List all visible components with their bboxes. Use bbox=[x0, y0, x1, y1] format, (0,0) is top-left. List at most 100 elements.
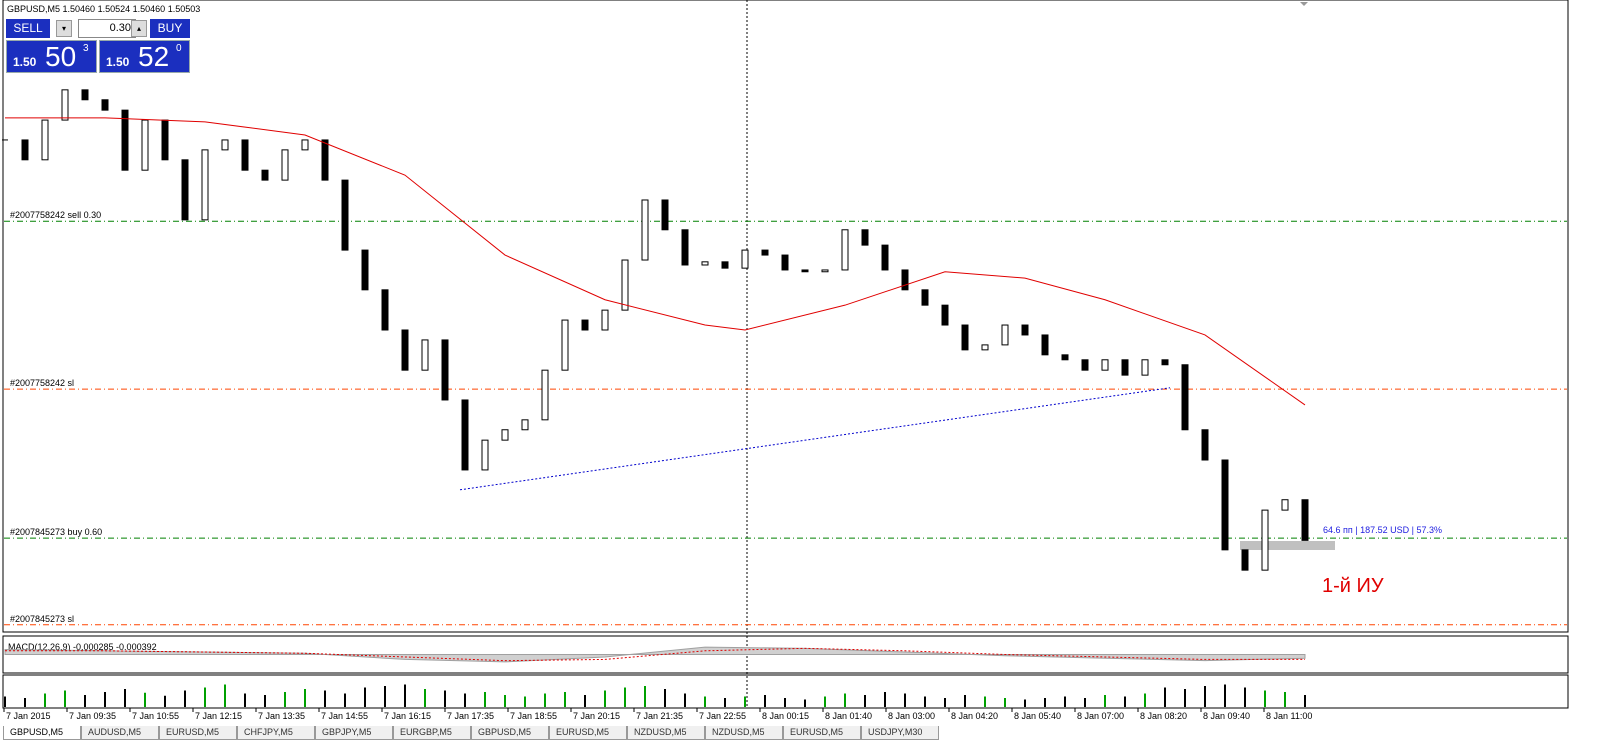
candle bbox=[821, 269, 829, 273]
candle bbox=[541, 369, 549, 421]
volume-bar bbox=[464, 693, 466, 707]
bid-marker bbox=[1240, 541, 1335, 550]
time-label: 8 Jan 07:00 bbox=[1077, 711, 1124, 721]
candle bbox=[681, 229, 689, 266]
candle bbox=[741, 249, 749, 269]
candle bbox=[121, 109, 129, 171]
tab[interactable]: USDJPY,M30 bbox=[861, 726, 939, 740]
lot-up[interactable]: ▴ bbox=[131, 20, 147, 37]
time-label: 7 Jan 14:55 bbox=[321, 711, 368, 721]
tab[interactable]: GBPUSD,M5 bbox=[471, 726, 549, 740]
candle bbox=[1101, 359, 1109, 371]
tab[interactable]: NZDUSD,M5 bbox=[705, 726, 783, 740]
candle bbox=[341, 179, 349, 251]
sell-button[interactable]: SELL bbox=[6, 19, 50, 38]
candle bbox=[621, 259, 629, 311]
volume-bar bbox=[584, 695, 586, 707]
candle bbox=[881, 244, 889, 271]
candle bbox=[981, 344, 989, 351]
volume-bar bbox=[864, 695, 866, 707]
volume-bar bbox=[1224, 684, 1226, 707]
volume-bar bbox=[884, 692, 886, 707]
candle bbox=[1141, 359, 1149, 376]
volume-bar bbox=[1084, 698, 1086, 707]
volume-bar bbox=[1024, 699, 1026, 707]
volume-bar bbox=[104, 692, 106, 707]
candle bbox=[561, 319, 569, 371]
time-label: 7 Jan 13:35 bbox=[258, 711, 305, 721]
candle bbox=[41, 119, 49, 161]
open: 1.50460 bbox=[63, 4, 96, 14]
main-pane bbox=[2, 0, 1569, 633]
tab[interactable]: NZDUSD,M5 bbox=[627, 726, 705, 740]
candle bbox=[481, 439, 489, 471]
volume-bar bbox=[4, 696, 6, 707]
moving-average bbox=[5, 117, 1306, 406]
trendline bbox=[459, 387, 1171, 491]
chart: GBPUSD,M5 1.50460 1.50524 1.50460 1.5050… bbox=[2, 0, 1569, 721]
tab[interactable]: AUDUSD,M5 bbox=[81, 726, 159, 740]
price-sup: 0 bbox=[176, 43, 182, 54]
candle bbox=[361, 249, 369, 291]
candle bbox=[81, 89, 89, 101]
tab[interactable]: EURUSD,M5 bbox=[549, 726, 627, 740]
volume-bar bbox=[564, 692, 566, 707]
buy-price[interactable]: 1.50 52 0 bbox=[99, 40, 190, 73]
volume-bar bbox=[264, 695, 266, 707]
candle bbox=[101, 99, 109, 111]
volume-bar bbox=[64, 690, 66, 707]
tab[interactable]: EURGBP,M5 bbox=[393, 726, 471, 740]
candle bbox=[21, 139, 29, 161]
time-label: 8 Jan 09:40 bbox=[1203, 711, 1250, 721]
tab[interactable]: GBPJPY,M5 bbox=[315, 726, 393, 740]
candle bbox=[781, 254, 789, 271]
candle bbox=[1281, 499, 1289, 511]
candle bbox=[141, 119, 149, 171]
buy-button[interactable]: BUY bbox=[150, 19, 190, 38]
tab[interactable]: GBPUSD,M5 bbox=[3, 726, 81, 740]
volume-bar bbox=[804, 699, 806, 707]
volume-bar bbox=[744, 696, 746, 707]
volume-bar bbox=[1124, 696, 1126, 707]
candle bbox=[761, 249, 769, 256]
time-label: 7 Jan 10:55 bbox=[132, 711, 179, 721]
time-label: 8 Jan 08:20 bbox=[1140, 711, 1187, 721]
time-label: 8 Jan 00:15 bbox=[762, 711, 809, 721]
header-symbol: GBPUSD,M5 1.50460 1.50524 1.50460 1.5050… bbox=[7, 4, 200, 14]
volume-bar bbox=[764, 695, 766, 707]
candle bbox=[961, 324, 969, 351]
tab[interactable]: CHFJPY,M5 bbox=[237, 726, 315, 740]
candle bbox=[1001, 324, 1009, 346]
candle bbox=[241, 139, 249, 171]
lot-down[interactable]: ▾ bbox=[56, 20, 72, 37]
volume-bar bbox=[1184, 689, 1186, 707]
candle bbox=[301, 139, 309, 151]
candle bbox=[1241, 549, 1249, 571]
time-label: 7 Jan 12:15 bbox=[195, 711, 242, 721]
candle bbox=[201, 149, 209, 221]
macd-main bbox=[4, 646, 1306, 663]
price-big: 52 bbox=[138, 41, 170, 72]
volume-bar bbox=[1264, 690, 1266, 707]
volume-bar bbox=[944, 698, 946, 707]
lot-input[interactable]: 0.30 bbox=[78, 19, 136, 38]
candle bbox=[461, 399, 469, 471]
tab[interactable]: EURUSD,M5 bbox=[159, 726, 237, 740]
volume-bar bbox=[1004, 698, 1006, 707]
volume-bar bbox=[684, 693, 686, 707]
volume-bar bbox=[704, 696, 706, 707]
time-label: 8 Jan 03:00 bbox=[888, 711, 935, 721]
time-label: 7 Jan 09:35 bbox=[69, 711, 116, 721]
volume-bar bbox=[524, 696, 526, 707]
volume-bar bbox=[144, 692, 146, 707]
low: 1.50460 bbox=[133, 4, 166, 14]
price-prefix: 1.50 bbox=[13, 55, 37, 69]
sell-price[interactable]: 1.50 50 3 bbox=[6, 40, 97, 73]
volume-bar bbox=[1244, 687, 1246, 707]
candle bbox=[1201, 429, 1209, 461]
macd-label: MACD(12,26,9) -0.000285 -0.000392 bbox=[8, 642, 157, 652]
candle bbox=[841, 229, 849, 271]
candle bbox=[1161, 359, 1169, 366]
tab[interactable]: EURUSD,M5 bbox=[783, 726, 861, 740]
